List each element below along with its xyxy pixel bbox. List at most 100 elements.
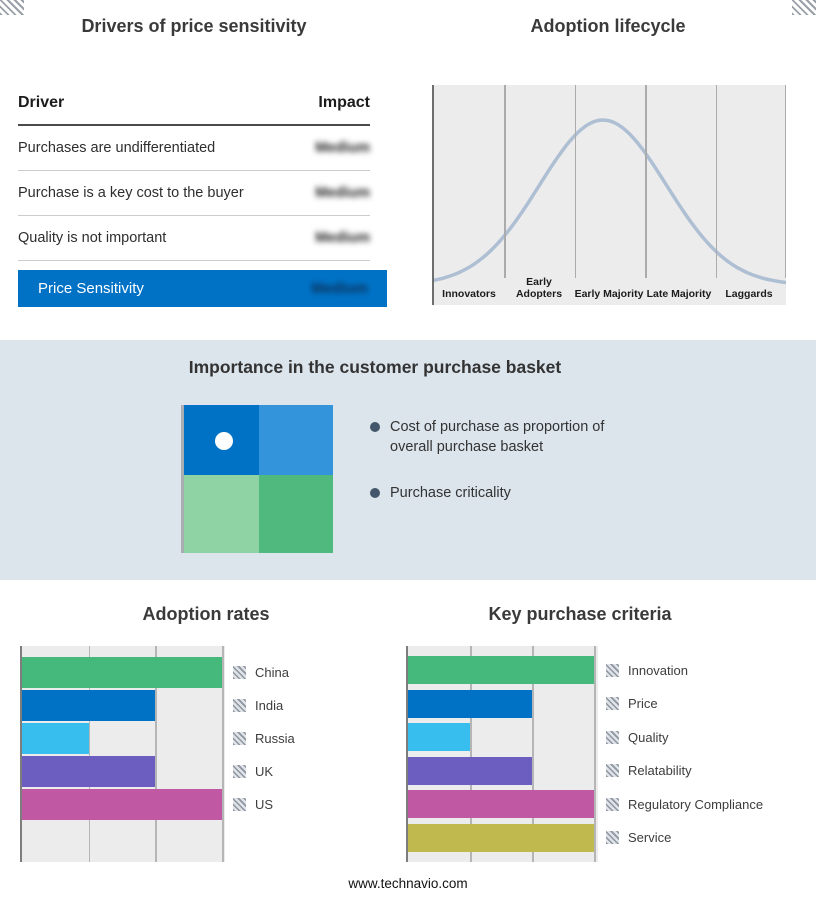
adoption-rates-chart <box>20 646 225 862</box>
lifecycle-stage-label: Early Adopters <box>515 276 563 301</box>
chart-gridline <box>470 646 472 862</box>
basket-bullet-item: Purchase criticality <box>370 484 642 504</box>
lifecycle-stage-label: Innovators <box>442 288 496 301</box>
legend-label: Price <box>628 696 658 711</box>
driver-row: Purchases are undifferentiated Medium <box>18 126 370 171</box>
driver-name: Purchases are undifferentiated <box>18 140 216 156</box>
bar-uk <box>22 756 156 787</box>
legend-label: China <box>255 665 289 680</box>
driver-row: Quality is not important Medium <box>18 216 370 261</box>
legend-label: US <box>255 797 274 812</box>
drivers-table: Driver Impact Purchases are undifferenti… <box>18 94 370 261</box>
legend-swatch-icon <box>233 798 246 811</box>
lifecycle-panel-title: Adoption lifecycle <box>530 16 686 36</box>
legend-label: Regulatory Compliance <box>628 796 764 812</box>
legend-swatch-icon <box>606 663 619 677</box>
impact-column-header: Impact <box>318 94 370 111</box>
legend-item: US <box>233 789 295 820</box>
bar-russia <box>22 723 89 754</box>
chart-gridline <box>155 646 157 862</box>
legend-swatch-icon <box>606 730 619 744</box>
bar-india <box>22 690 156 721</box>
drivers-table-body: Purchases are undifferentiated Medium Purc… <box>18 126 370 261</box>
purchase-basket-title: Importance in the customer purchase bask… <box>188 357 562 377</box>
price-sensitivity-summary-row: Price Sensitivity Medium <box>18 270 387 307</box>
bullet-text: Cost of purchase as proportion of overal… <box>390 419 605 455</box>
drivers-table-header: Driver Impact <box>18 94 370 126</box>
lifecycle-gridline <box>784 85 786 278</box>
adoption-rates-title: Adoption rates <box>142 604 270 624</box>
bar-quality <box>408 723 470 751</box>
lifecycle-stage-label: Late Majority <box>646 288 712 301</box>
legend-swatch-icon <box>233 699 246 712</box>
basket-bullet-item: Cost of purchase as proportion of overal… <box>370 418 642 457</box>
key-purchase-criteria-legend: Innovation Price Quality Relatability Regula… <box>606 646 763 857</box>
legend-swatch-icon <box>233 765 246 778</box>
chart-gridline <box>594 646 596 862</box>
legend-label: Russia <box>255 731 295 746</box>
bar-innovation <box>408 656 594 684</box>
bar-china <box>22 657 222 688</box>
website-footer: www.technavio.com <box>348 876 468 891</box>
legend-label: Relatability <box>628 763 692 778</box>
legend-item: Price <box>606 690 763 718</box>
legend-item: Innovation <box>606 656 763 684</box>
legend-item: Relatability <box>606 757 763 785</box>
legend-label: Quality <box>628 729 669 745</box>
purchase-basket-quadrant-graphic <box>181 405 333 553</box>
driver-column-header: Driver <box>18 94 65 111</box>
lifecycle-gridline <box>645 85 647 278</box>
impact-value: Medium <box>315 140 370 156</box>
key-purchase-criteria-chart <box>406 646 598 862</box>
legend-item: Quality <box>606 723 763 751</box>
price-sensitivity-label: Price Sensitivity <box>38 280 144 297</box>
legend-label: UK <box>255 764 274 779</box>
bell-curve <box>434 118 786 285</box>
adoption-lifecycle-chart <box>432 85 786 305</box>
purchase-basket-section: Importance in the customer purchase bask… <box>0 340 816 580</box>
legend-label: Innovation <box>628 662 688 678</box>
drivers-panel-title: Drivers of price sensitivity <box>81 16 307 36</box>
lifecycle-stage-label: Laggards <box>725 288 773 301</box>
quadrant-cell-bottom-left <box>184 474 259 553</box>
impact-value: Medium <box>315 185 370 201</box>
chart-gridline <box>88 646 91 862</box>
legend-label: Service <box>628 830 672 845</box>
bar-regulatory-compliance <box>408 790 594 818</box>
chart-gridline <box>532 646 534 862</box>
purchase-basket-bullets: Cost of purchase as proportion of overal… <box>370 418 642 531</box>
quadrant-cell-top-right <box>258 405 333 475</box>
legend-item: Russia <box>233 723 295 754</box>
legend-swatch-icon <box>606 831 619 844</box>
lifecycle-gridline <box>715 85 718 278</box>
legend-item: China <box>233 657 295 688</box>
key-purchase-criteria-title: Key purchase criteria <box>488 604 672 624</box>
impact-value: Medium <box>315 230 370 246</box>
legend-item: Service <box>606 824 763 852</box>
price-sensitivity-impact-value: Medium <box>311 280 368 297</box>
legend-swatch-icon <box>606 797 619 811</box>
bar-relatability <box>408 756 532 785</box>
bar-us <box>22 789 222 820</box>
legend-item: UK <box>233 756 295 787</box>
legend-item: Regulatory Compliance <box>606 790 763 818</box>
driver-row: Purchase is a key cost to the buyer Mediu… <box>18 171 370 216</box>
legend-item: India <box>233 690 295 721</box>
bullet-text: Purchase criticality <box>390 485 511 502</box>
bullet-icon <box>370 422 380 432</box>
bullet-icon <box>370 488 380 499</box>
chart-gridline <box>222 646 224 862</box>
legend-swatch-icon <box>233 732 246 745</box>
lifecycle-gridline <box>504 85 506 278</box>
legend-swatch-icon <box>606 764 619 777</box>
driver-name: Purchase is a key cost to the buyer <box>18 185 244 201</box>
quadrant-cell-bottom-right <box>258 474 333 553</box>
lifecycle-stage-labels: Innovators Early Adopters Early Majority La… <box>434 276 784 301</box>
corner-hatch-decoration <box>792 0 816 15</box>
legend-label: India <box>255 698 284 713</box>
corner-hatch-decoration <box>0 0 24 15</box>
legend-swatch-icon <box>606 697 619 710</box>
quadrant-marker-dot <box>215 432 233 450</box>
legend-swatch-icon <box>233 666 246 679</box>
